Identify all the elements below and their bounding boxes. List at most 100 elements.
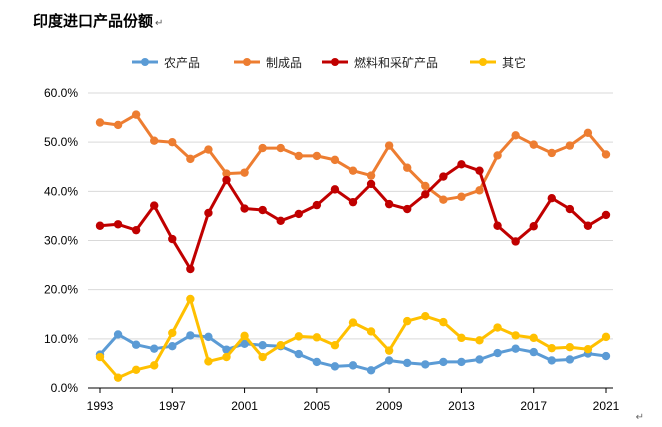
data-point: [276, 341, 285, 350]
data-point: [457, 192, 466, 201]
y-tick-label: 20.0%: [44, 283, 78, 297]
data-point: [113, 220, 123, 229]
legend-label: 农产品: [164, 56, 200, 70]
data-point: [439, 195, 448, 204]
legend-marker: [479, 58, 487, 66]
data-point: [403, 163, 412, 172]
data-point: [348, 197, 358, 207]
series-农产品: [95, 330, 611, 375]
data-point: [150, 361, 159, 370]
data-point: [439, 317, 448, 327]
data-point: [258, 341, 267, 350]
data-point: [330, 341, 340, 350]
data-point: [222, 175, 231, 185]
x-tick-label: 2017: [520, 399, 547, 413]
data-point: [330, 185, 340, 194]
data-point: [583, 344, 593, 354]
legend-label: 其它: [502, 55, 526, 70]
data-point: [511, 344, 520, 353]
data-point: [475, 355, 484, 364]
series-line: [99, 113, 608, 202]
data-point: [583, 221, 593, 230]
data-point: [240, 339, 249, 348]
data-point: [493, 151, 502, 160]
chart-title: 印度进口产品份额 ↵: [33, 10, 163, 31]
data-point: [312, 357, 322, 367]
data-point: [421, 190, 430, 199]
series-line: [99, 162, 607, 271]
data-point: [312, 333, 322, 342]
data-point: [222, 345, 231, 354]
data-point: [475, 166, 484, 175]
data-point: [529, 222, 538, 231]
data-point: [439, 172, 448, 181]
data-point: [204, 357, 213, 366]
data-point: [511, 331, 520, 340]
series-group: [95, 110, 611, 382]
data-point: [529, 140, 538, 149]
data-point: [457, 160, 466, 169]
data-point: [294, 349, 303, 359]
data-point: [421, 181, 430, 191]
data-point: [421, 360, 430, 369]
x-tick-label: 1993: [87, 399, 114, 413]
legend-marker: [141, 58, 149, 66]
data-point: [565, 141, 575, 150]
data-point: [204, 332, 213, 342]
data-point: [113, 120, 123, 130]
data-point: [131, 340, 141, 349]
y-tick-label: 60.0%: [44, 86, 78, 100]
chart-title-text: 印度进口产品份额: [33, 12, 154, 30]
data-point: [150, 136, 159, 145]
data-point: [547, 343, 556, 353]
data-point: [240, 331, 249, 341]
data-point: [294, 151, 303, 161]
legend-label: 制成品: [266, 56, 302, 70]
data-point: [565, 342, 575, 352]
data-point: [439, 357, 448, 367]
data-point: [312, 151, 322, 161]
data-point: [150, 344, 159, 353]
x-tick-label: 2005: [304, 399, 331, 413]
data-point: [511, 131, 520, 140]
data-point: [186, 331, 195, 340]
return-mark-icon: ↵: [635, 412, 644, 423]
data-point: [493, 323, 502, 332]
data-point: [475, 336, 484, 345]
grid-lines: [88, 92, 613, 340]
data-point: [240, 204, 249, 213]
legend-marker: [331, 58, 339, 66]
data-point: [384, 141, 394, 150]
data-point: [601, 332, 611, 342]
data-point: [348, 361, 358, 370]
data-point: [150, 201, 159, 210]
x-tick-label: 1997: [159, 399, 186, 413]
data-point: [168, 342, 177, 351]
data-point: [222, 352, 231, 362]
data-point: [403, 316, 412, 326]
data-point: [330, 155, 340, 165]
data-point: [529, 333, 538, 343]
data-point: [547, 148, 556, 158]
data-point: [168, 328, 177, 338]
data-point: [204, 145, 213, 154]
data-point: [222, 169, 231, 178]
data-point: [168, 234, 177, 244]
data-point: [583, 128, 593, 138]
y-tick-label: 10.0%: [44, 332, 78, 346]
axes: 0.0% 10.0% 20.0% 30.0% 40.0% 50.0% 60.0% 1993 19…: [44, 86, 620, 413]
data-point: [113, 330, 123, 339]
data-point: [258, 143, 267, 153]
data-point: [493, 221, 502, 230]
data-point: [312, 200, 322, 210]
data-point: [366, 366, 376, 375]
legend-marker: [243, 58, 251, 66]
data-point: [421, 312, 430, 321]
data-point: [565, 204, 575, 214]
series-制成品: [95, 110, 611, 204]
data-point: [403, 358, 412, 368]
data-point: [475, 186, 484, 195]
y-tick-label: 50.0%: [44, 135, 78, 149]
data-point: [565, 355, 575, 364]
data-point: [384, 356, 394, 365]
